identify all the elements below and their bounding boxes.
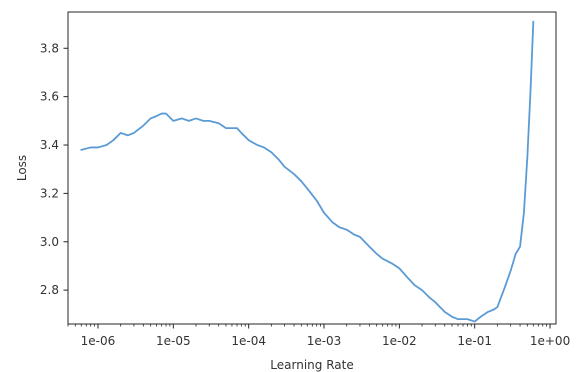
- y-axis-label: Loss: [15, 155, 29, 181]
- loss-data-point: [530, 91, 531, 92]
- x-tick-label: 1e-01: [457, 334, 492, 348]
- loss-data-point: [316, 200, 317, 201]
- loss-data-point: [90, 147, 91, 148]
- loss-data-point: [504, 287, 505, 288]
- loss-data-point: [493, 309, 494, 310]
- loss-data-point: [165, 113, 166, 114]
- loss-data-point: [203, 120, 204, 121]
- x-tick-label: 1e-06: [81, 334, 116, 348]
- loss-data-point: [533, 21, 534, 22]
- loss-data-point: [173, 120, 174, 121]
- y-tick-label: 3.6: [40, 90, 59, 104]
- loss-data-point: [225, 127, 226, 128]
- y-tick-label: 3.2: [40, 186, 59, 200]
- loss-data-point: [181, 118, 182, 119]
- loss-data-point: [278, 159, 279, 160]
- y-tick-label: 3.0: [40, 235, 59, 249]
- loss-data-point: [271, 152, 272, 153]
- loss-data-point: [150, 118, 151, 119]
- x-axis-ticks: 1e-06 1e-05 1e-04 1e-03 1e-02 1e-01 1e+00: [67, 324, 570, 348]
- loss-data-point: [257, 144, 258, 145]
- loss-data-point: [519, 246, 520, 247]
- loss-series-line: [80, 20, 535, 323]
- loss-data-point: [515, 253, 516, 254]
- loss-data-point: [218, 123, 219, 124]
- loss-data-point: [81, 149, 82, 150]
- loss-data-point: [231, 127, 232, 128]
- loss-data-point: [143, 125, 144, 126]
- loss-data-point: [133, 132, 134, 133]
- plot-background: [68, 12, 556, 324]
- loss-data-point: [353, 234, 354, 235]
- loss-data-point: [113, 140, 114, 141]
- x-tick-label: 1e-03: [307, 334, 342, 348]
- plot-frame: [67, 11, 557, 325]
- loss-data-point: [457, 319, 458, 320]
- x-tick-label: 1e-02: [382, 334, 417, 348]
- loss-data-point: [263, 147, 264, 148]
- x-axis-label: Learning Rate: [270, 358, 353, 372]
- y-tick-label: 3.8: [40, 41, 59, 55]
- loss-data-point: [188, 120, 189, 121]
- loss-data-point: [359, 236, 360, 237]
- loss-data-point: [323, 212, 324, 213]
- loss-data-point: [248, 140, 249, 141]
- y-axis-ticks: 2.8 3.0 3.2 3.4 3.6 3.8: [40, 41, 68, 297]
- loss-data-point: [97, 147, 98, 148]
- loss-data-point: [527, 157, 528, 158]
- loss-data-point: [195, 118, 196, 119]
- loss-data-point: [382, 258, 383, 259]
- loss-data-point: [407, 277, 408, 278]
- loss-data-point: [120, 132, 121, 133]
- loss-data-point: [467, 319, 468, 320]
- loss-data-point: [487, 311, 488, 312]
- loss-data-point: [293, 173, 294, 174]
- loss-data-point: [376, 253, 377, 254]
- y-tick-label: 3.4: [40, 138, 59, 152]
- loss-data-point: [241, 132, 242, 133]
- loss-data-point: [429, 297, 430, 298]
- loss-data-point: [346, 229, 347, 230]
- loss-data-point: [127, 135, 128, 136]
- loss-data-point: [414, 285, 415, 286]
- series-layer: [80, 20, 535, 323]
- loss-data-point: [480, 316, 481, 317]
- loss-data-point: [106, 144, 107, 145]
- loss-data-point: [369, 246, 370, 247]
- loss-data-point: [510, 270, 511, 271]
- loss-data-point: [497, 306, 498, 307]
- loss-data-point: [156, 115, 157, 116]
- loss-data-point: [161, 113, 162, 114]
- x-tick-label: 1e-04: [231, 334, 266, 348]
- loss-data-point: [307, 188, 308, 189]
- loss-data-point: [236, 127, 237, 128]
- loss-data-point: [421, 290, 422, 291]
- loss-data-point: [284, 166, 285, 167]
- loss-data-point: [435, 302, 436, 303]
- loss-data-point: [451, 316, 452, 317]
- loss-data-point: [301, 181, 302, 182]
- loss-data-point: [391, 263, 392, 264]
- y-tick-label: 2.8: [40, 283, 59, 297]
- loss-data-point: [332, 222, 333, 223]
- loss-data-point: [444, 311, 445, 312]
- loss-data-point: [523, 212, 524, 213]
- x-tick-label: 1e-05: [156, 334, 191, 348]
- loss-data-point: [339, 227, 340, 228]
- loss-data-point: [209, 120, 210, 121]
- loss-data-point: [474, 321, 475, 322]
- x-tick-label: 1e+00: [530, 334, 570, 348]
- loss-data-point: [399, 268, 400, 269]
